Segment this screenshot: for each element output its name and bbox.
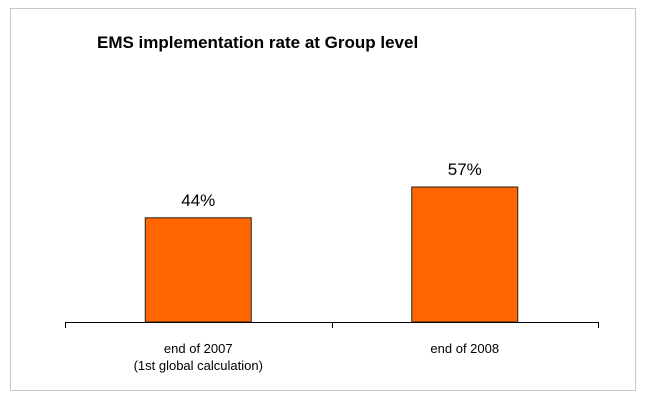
- value-label: 57%: [448, 160, 482, 179]
- bar: [411, 186, 519, 323]
- x-tick-label: end of 2008: [430, 341, 499, 356]
- bar: [144, 217, 252, 323]
- value-label: 44%: [181, 191, 215, 210]
- chart-title: EMS implementation rate at Group level: [97, 33, 418, 52]
- x-tick-label: end of 2007 (1st global calculation): [134, 341, 263, 373]
- chart-border: [10, 8, 636, 391]
